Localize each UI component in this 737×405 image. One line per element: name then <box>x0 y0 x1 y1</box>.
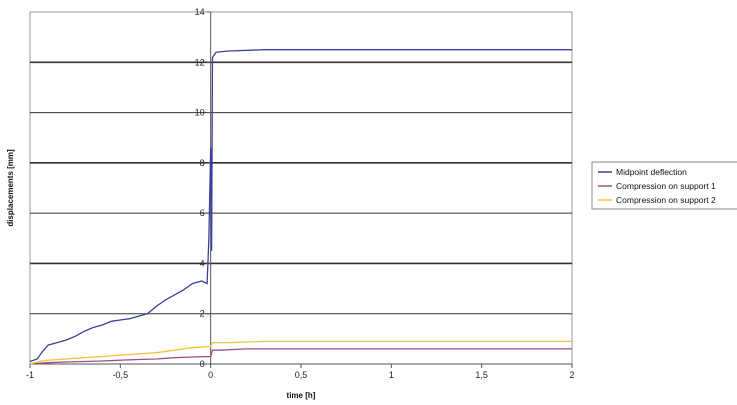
x-tick-label: -0,5 <box>113 370 129 380</box>
y-tick-label: 8 <box>200 158 205 168</box>
x-axis-title: time [h] <box>287 391 316 400</box>
tick-labels: -1 -0,5 0 0,5 1 1,5 2 0 2 4 6 8 10 12 14 <box>26 7 575 380</box>
y-tick-label: 4 <box>200 258 205 268</box>
y-tick-label: 2 <box>200 309 205 319</box>
x-tick-label: 1,5 <box>475 370 488 380</box>
x-tick-label: -1 <box>26 370 34 380</box>
legend-label-2: Compression on support 1 <box>616 181 716 191</box>
y-tick-label: 6 <box>200 208 205 218</box>
series-line-3 <box>29 340 572 365</box>
y-tick-label: 12 <box>195 57 205 67</box>
x-tick-label: 0,5 <box>295 370 308 380</box>
y-tick-label: 0 <box>200 359 205 369</box>
legend-label-3: Compression on support 2 <box>616 195 716 205</box>
legend-box <box>591 161 737 210</box>
plot-area <box>29 11 573 365</box>
series-line-1 <box>29 49 572 363</box>
y-tick-label: 10 <box>195 108 205 118</box>
x-tick-label: 2 <box>569 370 574 380</box>
gridlines <box>30 61 572 315</box>
y-tick-label: 14 <box>195 7 205 17</box>
legend-label-1: Midpoint deflection <box>616 167 687 177</box>
x-tick-label: 1 <box>389 370 394 380</box>
series-line-2 <box>29 348 572 365</box>
y-axis-title: displacements [mm] <box>6 149 15 227</box>
x-tick-label: 0 <box>208 370 213 380</box>
legend: Midpoint deflection Compression on suppor… <box>591 161 737 210</box>
series-lines <box>29 49 572 365</box>
